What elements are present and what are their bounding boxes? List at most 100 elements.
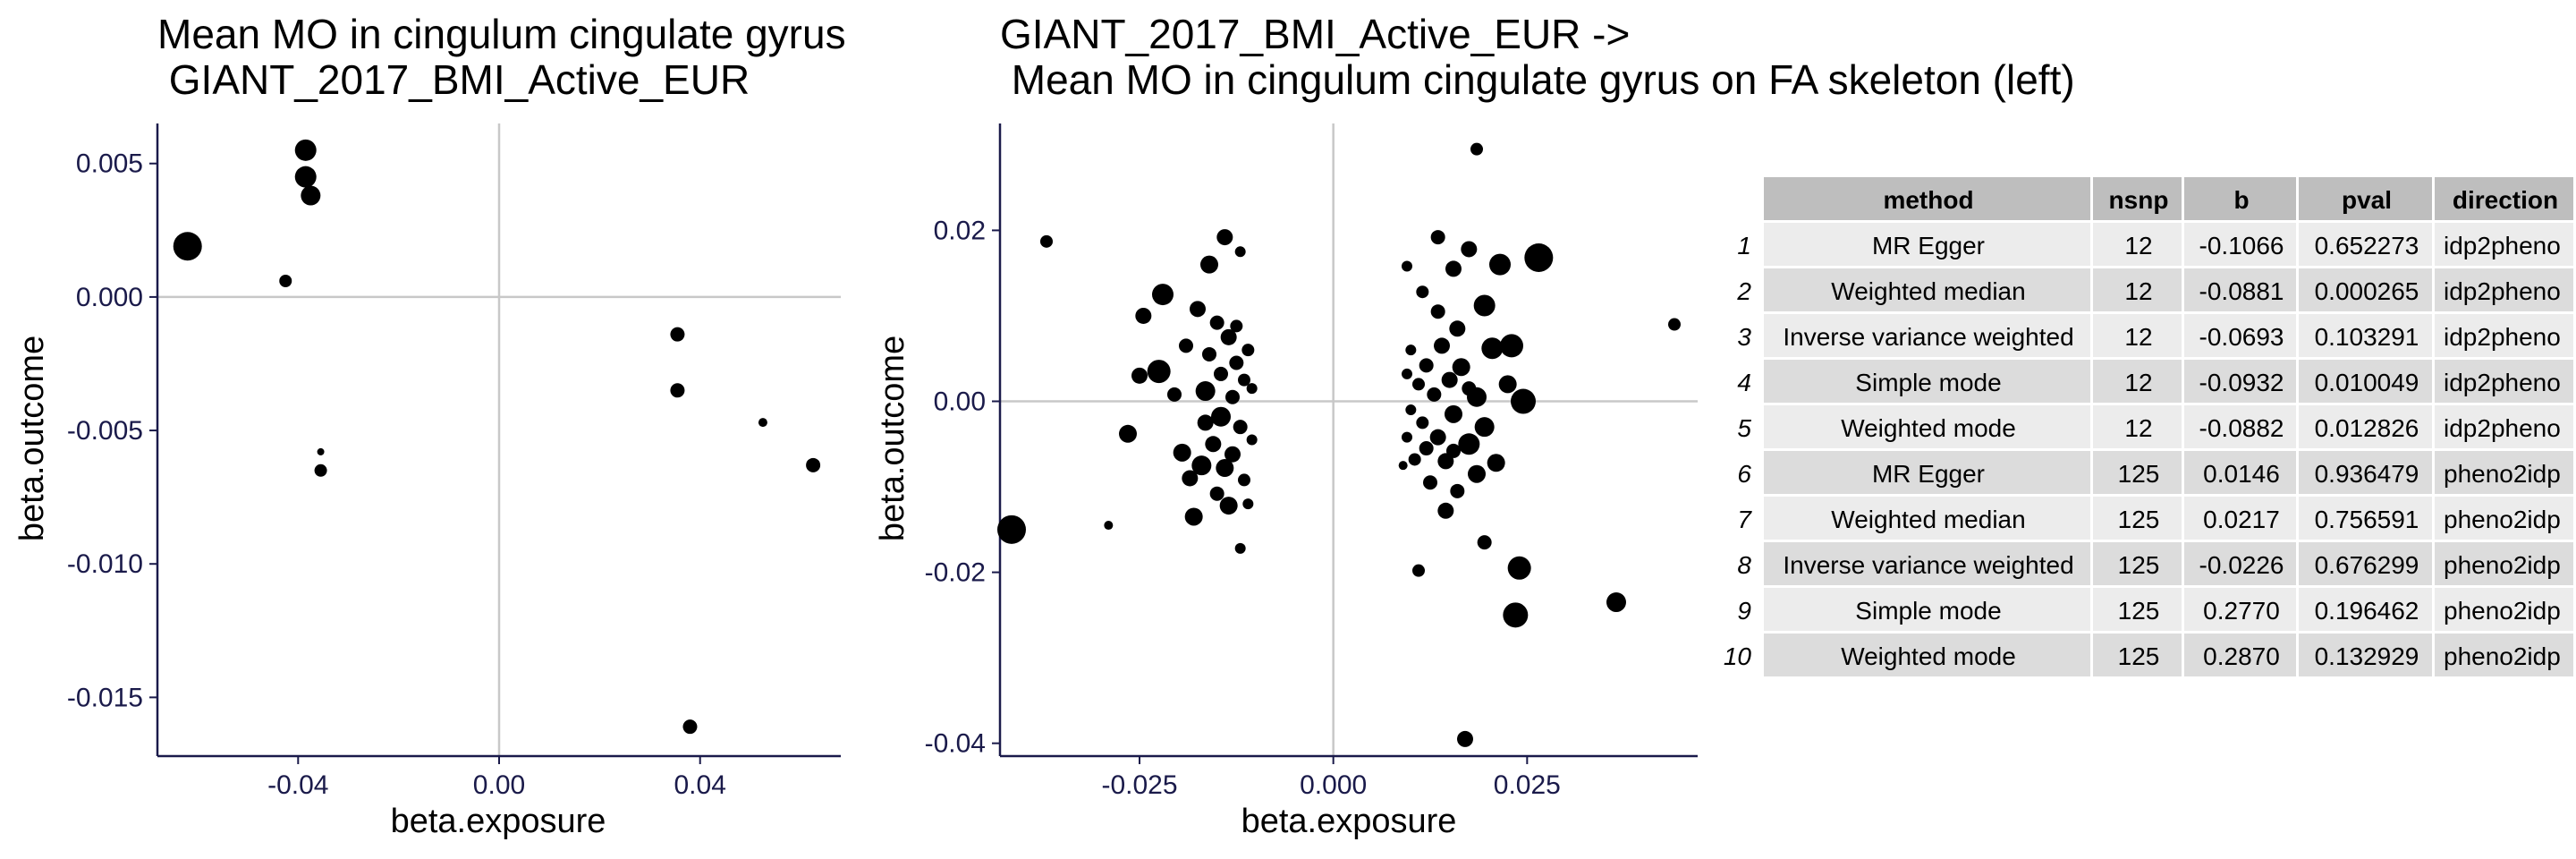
data-point [1190,301,1206,318]
x-tick-label: -0.04 [267,770,328,800]
data-point [1152,284,1174,306]
data-point [1416,416,1429,430]
data-point [1445,404,1462,423]
table-row-index: 7 [1737,506,1752,533]
data-point [1477,535,1492,550]
data-point [1119,424,1137,443]
data-point [1457,730,1473,747]
table-cell-text: 125 [2118,506,2160,533]
data-point [1184,507,1203,526]
table-cell [1764,634,2090,676]
y-tick-label: -0.010 [67,549,143,579]
table-cell-text: Simple mode [1855,597,2001,625]
table-cell [1764,542,2090,585]
data-point [1214,366,1228,381]
table-cell-text: idp2pheno [2444,414,2561,442]
table-cell [1764,405,2090,448]
data-point [1412,378,1425,391]
data-point [1229,355,1244,370]
data-point [1408,453,1421,466]
data-point [1524,242,1554,272]
data-point [279,275,292,288]
data-point [1434,337,1450,354]
data-point [314,464,327,477]
table-cell [2299,542,2432,585]
x-tick-label: 0.025 [1494,770,1561,800]
data-point [1419,441,1434,456]
data-point [1462,381,1477,396]
y-tick-label: -0.02 [925,558,986,588]
table-header-cell [2093,177,2182,220]
data-point [1511,388,1536,414]
table-header-label: pval [2342,186,2392,214]
table-cell-text: idp2pheno [2444,323,2561,351]
data-point [1427,387,1442,402]
table-cell [1764,314,2090,357]
table-cell [2435,634,2573,676]
data-point [294,166,317,188]
table-cell [2299,223,2432,266]
table-cell [2299,268,2432,311]
table-cell-text: -0.1066 [2199,232,2284,259]
data-point [1437,453,1454,470]
table-cell-text: 125 [2118,642,2160,670]
data-point [1202,346,1216,361]
table-cell [2093,451,2182,494]
table-cell [2184,405,2296,448]
data-point [1606,592,1626,613]
data-point [301,185,321,206]
table-cell-text: 0.103291 [2315,323,2419,351]
table-header-cell [1764,177,2090,220]
scatter-panel-left: Mean MO in cingulum cingulate gyrus GIAN… [13,11,846,840]
data-point [1437,502,1454,519]
data-point [1225,389,1240,404]
table-cell [2093,542,2182,585]
table-cell [2435,588,2573,631]
table-cell [2435,451,2573,494]
data-point [1211,406,1231,427]
table-cell-text: Weighted median [1831,506,2025,533]
table-cell-text: 12 [2124,277,2152,305]
data-point [1449,320,1466,337]
table-cell [2435,268,2573,311]
table-row-index: 1 [1737,232,1751,259]
table-cell-text: 0.936479 [2315,460,2419,488]
table-cell [1764,268,2090,311]
table-cell [2299,314,2432,357]
table-cell [2184,497,2296,540]
data-point [670,327,685,342]
table-cell-text: Weighted median [1831,277,2025,305]
y-tick-label: 0.000 [76,283,143,312]
table-cell-text: 0.652273 [2315,232,2419,259]
table-cell [2093,314,2182,357]
table-cell-text: pheno2idp [2444,506,2561,533]
table-cell [2435,223,2573,266]
table-cell [1764,360,2090,403]
table-cell [2093,588,2182,631]
table-cell-text: 0.756591 [2315,506,2419,533]
table-cell-text: 0.0217 [2203,506,2280,533]
table-cell-text: 0.2870 [2203,642,2280,670]
table-cell [2184,223,2296,266]
data-point [1241,344,1255,357]
table-cell-text: 0.010049 [2315,369,2419,396]
table-cell [2435,497,2573,540]
data-point [1220,328,1237,345]
data-point [1209,315,1224,330]
data-point [1487,454,1505,472]
x-tick-label: 0.04 [674,770,726,800]
data-point [1173,443,1191,462]
data-point [806,457,821,472]
data-point [1224,446,1241,463]
table-cell-text: pheno2idp [2444,597,2561,625]
data-point [670,383,685,398]
data-point [1445,260,1462,277]
data-point [1402,368,1412,379]
panel-right-title-line2: Mean MO in cingulum cingulate gyrus on F… [1000,56,2075,103]
table-row-index: 6 [1737,460,1751,488]
table-cell [2184,360,2296,403]
table-cell [2184,268,2296,311]
table-cell-text: 0.132929 [2315,642,2419,670]
data-point [1430,230,1445,245]
data-point [1179,338,1193,353]
